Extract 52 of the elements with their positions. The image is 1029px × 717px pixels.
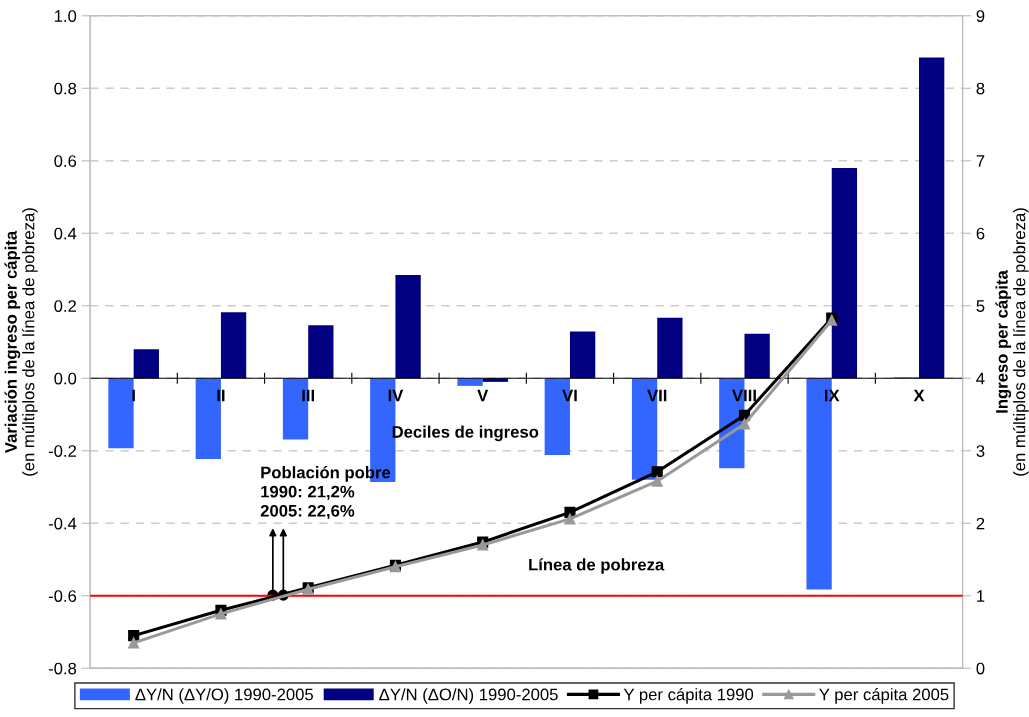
bar: [569, 331, 596, 379]
x-tick-label: II: [217, 389, 225, 402]
bar: [308, 325, 334, 379]
bar: [108, 378, 134, 449]
legend-label: Y per cápita 1990: [623, 687, 754, 704]
legend-label: ΔY/N (ΔO/N) 1990-2005: [379, 688, 558, 704]
legend-label: Y per cápita 2005: [819, 687, 949, 704]
point: [564, 513, 576, 525]
y2-tick-label: 3: [976, 445, 985, 457]
y2-tick-label: 1: [977, 590, 985, 602]
x-tick-label: V: [477, 389, 489, 402]
point: [651, 466, 663, 478]
y2-axis-title: Ingreso per cápita (en múltiplos de la línea de pobreza): [995, 208, 1029, 476]
x-tick-label: III: [302, 389, 315, 402]
y-tick-label: -0.8: [48, 662, 77, 675]
point: [128, 637, 140, 649]
x-tick-label: IX: [824, 389, 840, 402]
y2-tick-label: 2: [976, 517, 985, 530]
y-tick-label: 0.4: [54, 227, 77, 240]
bar: [831, 168, 858, 379]
y-tick-label: -0.2: [48, 445, 77, 457]
bar: [395, 274, 421, 379]
y-tick-label: 1.0: [54, 10, 77, 22]
y-tick-label: 0.0: [54, 372, 77, 385]
y-tick-label: -0.6: [48, 590, 77, 602]
ref-line-label: Línea de pobreza: [529, 558, 665, 574]
bar: [457, 378, 483, 386]
y-tick-label: 0.8: [54, 82, 77, 95]
bar: [220, 312, 247, 379]
bar: [133, 349, 159, 379]
y-axis-title: Variación ingreso per cápita (en múltiplos de la línea de pobreza): [4, 208, 38, 476]
bar: [919, 57, 945, 379]
y-tick-label: -0.4: [48, 517, 77, 530]
x-tick-label: IV: [388, 389, 404, 402]
y-tick-label: 0.2: [54, 300, 77, 312]
point: [215, 608, 227, 620]
y2-tick-label: 4: [976, 372, 985, 385]
bar: [657, 317, 683, 379]
x-tick-label: I: [132, 389, 135, 402]
x-tick-label: VII: [647, 389, 667, 402]
legend-label: ΔY/N (ΔY/O) 1990-2005: [135, 688, 313, 704]
y2-tick-label: 8: [976, 82, 985, 95]
x-tick-label: X: [913, 389, 925, 402]
bar: [744, 333, 770, 379]
y2-tick-label: 9: [976, 10, 985, 22]
point: [651, 475, 663, 487]
point: [738, 418, 751, 430]
y2-tick-label: 5: [976, 300, 985, 312]
y2-tick-label: 7: [976, 155, 985, 167]
y-tick-label: 0.6: [54, 155, 77, 167]
y2-tick-label: 6: [976, 227, 985, 240]
y2-tick-label: 0: [976, 662, 985, 675]
